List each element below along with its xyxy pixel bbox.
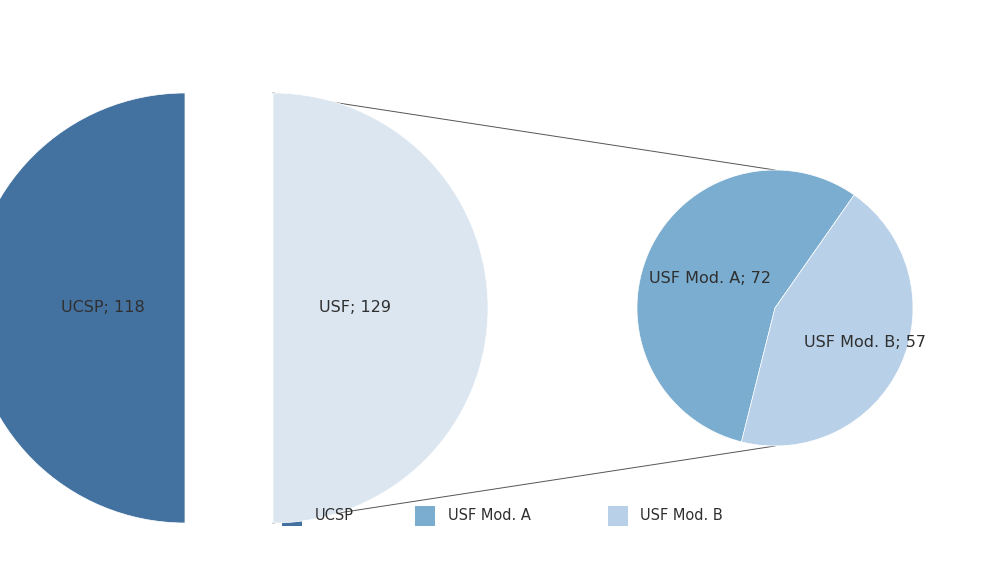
Text: USF; 129: USF; 129: [318, 301, 391, 315]
Text: USF Mod. A; 72: USF Mod. A; 72: [649, 271, 770, 285]
Text: UCSP; 118: UCSP; 118: [61, 301, 145, 315]
Bar: [415, 506, 434, 526]
Wedge shape: [273, 93, 488, 523]
Wedge shape: [637, 170, 854, 442]
Text: USF Mod. B: USF Mod. B: [640, 508, 723, 524]
Bar: [282, 506, 301, 526]
Text: USF Mod. A: USF Mod. A: [447, 508, 531, 524]
Wedge shape: [0, 93, 185, 523]
Text: USF Mod. B; 57: USF Mod. B; 57: [805, 335, 926, 350]
Wedge shape: [741, 195, 913, 446]
Text: UCSP: UCSP: [314, 508, 353, 524]
Bar: [607, 506, 627, 526]
